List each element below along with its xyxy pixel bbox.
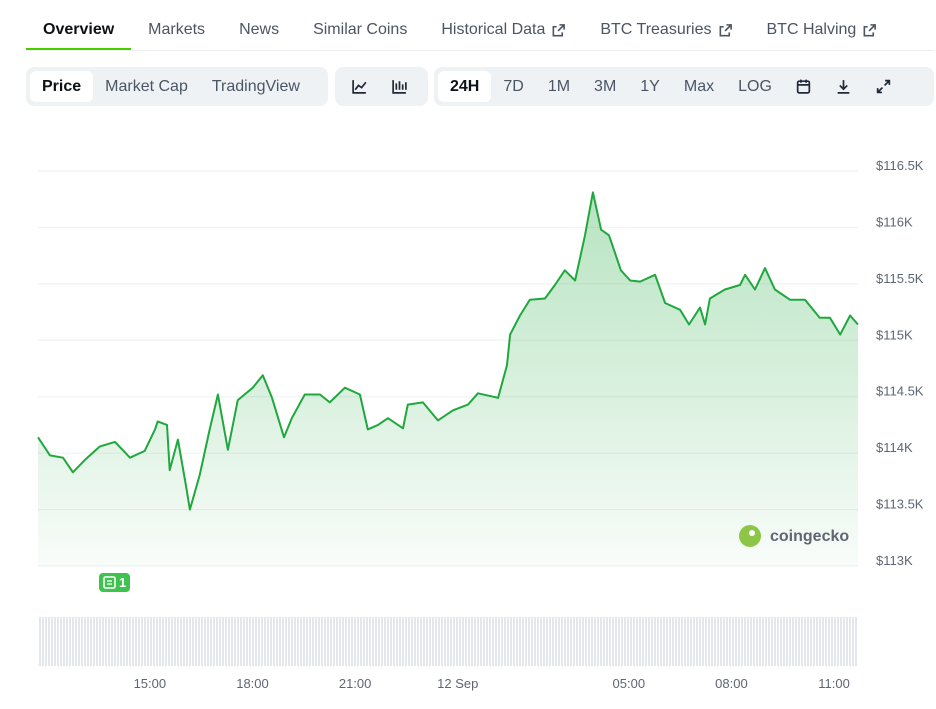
tab-label: BTC Treasuries (600, 21, 712, 38)
tab-bar: Overview Markets News Similar Coins Historic… (26, 12, 894, 50)
watermark: coingecko (739, 525, 849, 547)
price-line (37, 191, 859, 511)
tab[interactable]: Similar Coins (296, 12, 424, 50)
candle-chart-button[interactable] (379, 71, 419, 102)
tab-label: News (239, 21, 280, 38)
external-link-icon (552, 23, 566, 36)
view-toggle: Price Market Cap TradingView (26, 67, 328, 106)
tab-label: Similar Coins (313, 21, 408, 38)
calendar-button[interactable] (784, 71, 824, 102)
watermark-text: coingecko (770, 528, 849, 545)
news-count: 1 (119, 575, 126, 590)
tab-label: BTC Halving (766, 21, 857, 38)
view-button[interactable]: TradingView (211, 78, 300, 95)
x-tick-label: 08:00 (715, 676, 748, 691)
tab-divider (26, 50, 934, 51)
y-tick-label: $115K (876, 327, 913, 342)
tab[interactable]: Historical Data (424, 12, 583, 50)
fullscreen-button[interactable] (864, 71, 904, 102)
y-tick-label: $116.5K (876, 158, 924, 173)
y-tick-label: $114K (876, 440, 913, 455)
range-button[interactable]: 24H (438, 71, 492, 102)
tab[interactable]: BTC Treasuries (583, 12, 749, 50)
x-tick-label: 12 Sep (437, 676, 478, 691)
tab[interactable]: Overview (26, 12, 132, 50)
range-button[interactable]: 7D (503, 78, 524, 95)
tab[interactable]: BTC Halving (750, 12, 895, 50)
news-marker[interactable]: 1 (99, 573, 130, 592)
tab[interactable]: News (222, 12, 296, 50)
external-link-icon (863, 23, 877, 36)
y-tick-label: $114.5K (876, 384, 924, 399)
range-button[interactable]: 1M (547, 78, 571, 95)
external-link-icon (719, 23, 732, 36)
tab-label: Historical Data (441, 21, 546, 38)
price-area (38, 192, 858, 566)
download-button[interactable] (824, 71, 864, 102)
tab[interactable]: Markets (131, 12, 222, 50)
view-button[interactable]: Market Cap (105, 78, 188, 95)
y-tick-label: $113.5K (876, 497, 924, 512)
range-toolbar: 24H 7D 1M 3M 1Y Max LOG (434, 67, 934, 106)
tab-label: Markets (148, 21, 206, 38)
view-buttons: Price Market Cap TradingView (30, 71, 312, 102)
x-tick-label: 05:00 (613, 676, 646, 691)
y-tick-label: $113K (876, 553, 913, 568)
chart-style-toggle (335, 67, 428, 106)
volume-band (38, 617, 858, 666)
x-tick-label: 18:00 (236, 676, 269, 691)
x-tick-label: 21:00 (339, 676, 372, 691)
range-button[interactable]: 1Y (640, 78, 660, 95)
y-tick-label: $115.5K (876, 271, 924, 286)
line-chart-button[interactable] (339, 71, 379, 102)
x-tick-label: 11:00 (818, 676, 850, 691)
tab-label: Overview (43, 21, 115, 38)
x-tick-label: 15:00 (134, 676, 167, 691)
range-button[interactable]: 3M (594, 78, 617, 95)
range-buttons: 24H 7D 1M 3M 1Y Max LOG (438, 71, 784, 102)
y-tick-label: $116K (876, 214, 913, 229)
range-button[interactable]: LOG (738, 78, 772, 95)
range-button[interactable]: Max (683, 78, 715, 95)
view-button[interactable]: Price (30, 71, 94, 102)
